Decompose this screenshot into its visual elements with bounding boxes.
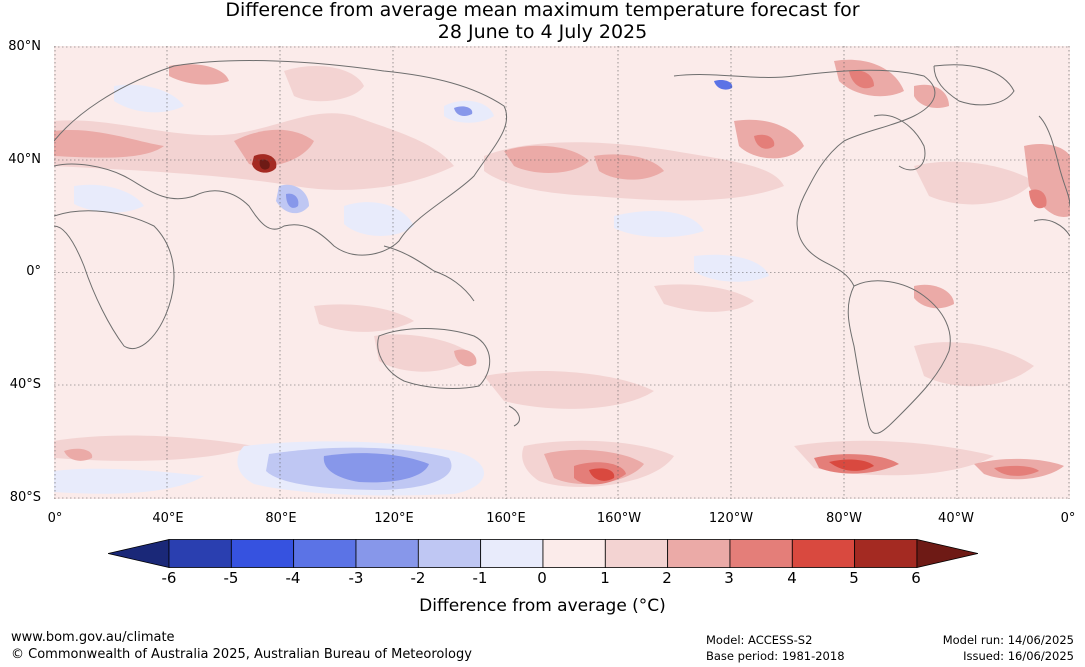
colorbar-cell [168,539,232,568]
colorbar-cell [604,539,669,568]
colorbar-cell [667,539,731,568]
graticule [54,46,1070,499]
lon-label-0-right: 0° [1060,511,1076,526]
lon-label-80e: 80°E [265,511,297,526]
colorbar-tick-minus-3: -3 [348,569,364,587]
colorbar-tick-3: 3 [724,569,734,587]
colorbar-tick-4: 4 [787,569,797,587]
footer-model: Model: ACCESS-S2 [706,633,813,647]
map-title-line-2: 28 June to 4 July 2025 [437,21,648,43]
colorbar-tick-minus-2: -2 [410,569,426,587]
colorbar-tick-1: 1 [600,569,610,587]
lon-label-40e: 40°E [152,511,184,526]
footer-base-period: Base period: 1981-2018 [706,649,845,663]
colorbar [108,539,978,568]
colorbar-tick-minus-5: -5 [223,569,239,587]
temperature-anomaly-map [54,46,1070,499]
colorbar-cell [729,539,793,568]
lat-label-80s: 80°S [9,490,41,505]
map-title-line-1: Difference from average mean maximum tem… [225,0,860,21]
colorbar-tick-0: 0 [537,569,547,587]
colorbar-tick-minus-1: -1 [472,569,488,587]
colorbar-extend-high [916,539,978,568]
colorbar-tick-minus-4: -4 [285,569,301,587]
footer-website[interactable]: www.bom.gov.au/climate [11,630,175,645]
colorbar-cell [230,539,295,568]
lon-label-120e: 120°E [374,511,414,526]
colorbar-cell [480,539,544,568]
colorbar-cells [108,539,978,568]
colorbar-cell [542,539,606,568]
colorbar-tick-6: 6 [911,569,921,587]
lon-label-160e: 160°E [486,511,526,526]
colorbar-cell [293,539,357,568]
colorbar-extend-low [108,539,170,568]
footer-copyright: © Commonwealth of Australia 2025, Austra… [11,647,472,662]
colorbar-title: Difference from average (°C) [419,596,666,616]
lon-label-120w: 120°W [708,511,754,526]
colorbar-tick-minus-6: -6 [161,569,177,587]
lat-label-40n: 40°N [8,152,41,167]
footer-model-run: Model run: 14/06/2025 [942,633,1074,647]
anomaly-patches [54,59,1070,496]
lon-label-0-left: 0° [47,511,63,526]
colorbar-cell [854,539,918,568]
lat-label-80n: 80°N [8,39,41,54]
lon-label-80w: 80°W [826,511,862,526]
coastlines [54,60,1070,434]
footer-issued: Issued: 16/06/2025 [963,649,1074,663]
lon-label-160w: 160°W [596,511,642,526]
colorbar-cell [791,539,856,568]
lat-label-0: 0° [26,264,41,279]
lat-label-40s: 40°S [9,377,41,392]
colorbar-tick-2: 2 [662,569,672,587]
colorbar-tick-5: 5 [849,569,859,587]
lon-label-40w: 40°W [938,511,974,526]
colorbar-cell [417,539,482,568]
colorbar-cell [355,539,419,568]
